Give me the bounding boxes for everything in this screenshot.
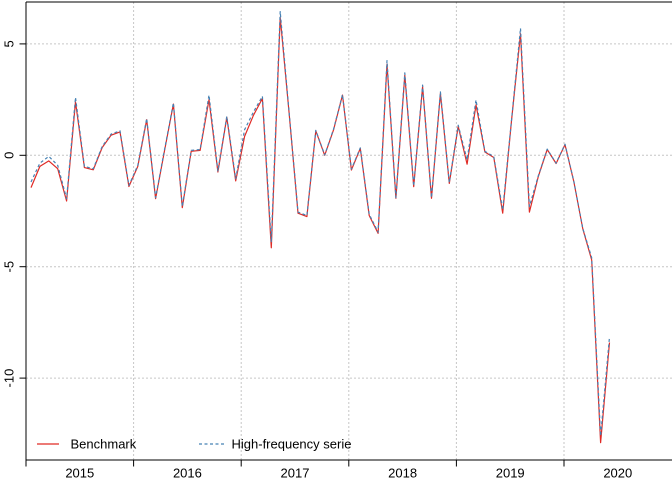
x-tick-label: 2016 <box>173 466 202 480</box>
legend: Benchmark High-frequency serie <box>37 437 351 452</box>
benchmark-line <box>30 16 611 444</box>
legend-benchmark-label: Benchmark <box>71 437 137 452</box>
y-tick-label: -5 <box>2 261 17 273</box>
x-tick-label: 2015 <box>65 466 94 480</box>
x-tick-label: 2020 <box>603 466 632 480</box>
x-tick-label: 2019 <box>496 466 525 480</box>
axis-tick-labels: 2015 2016 2017 2018 2019 2020 5 0 -5 -10 <box>2 40 633 480</box>
gridlines <box>26 2 672 460</box>
series-lines <box>30 11 611 444</box>
x-tick-label: 2018 <box>388 466 417 480</box>
legend-highfreq-label: High-frequency serie <box>232 437 352 452</box>
x-tick-label: 2017 <box>281 466 310 480</box>
high-frequency-line <box>30 11 611 437</box>
axes <box>19 1 672 467</box>
y-tick-label: -10 <box>2 369 17 388</box>
y-tick-label: 5 <box>2 40 17 47</box>
y-tick-label: 0 <box>2 152 17 159</box>
